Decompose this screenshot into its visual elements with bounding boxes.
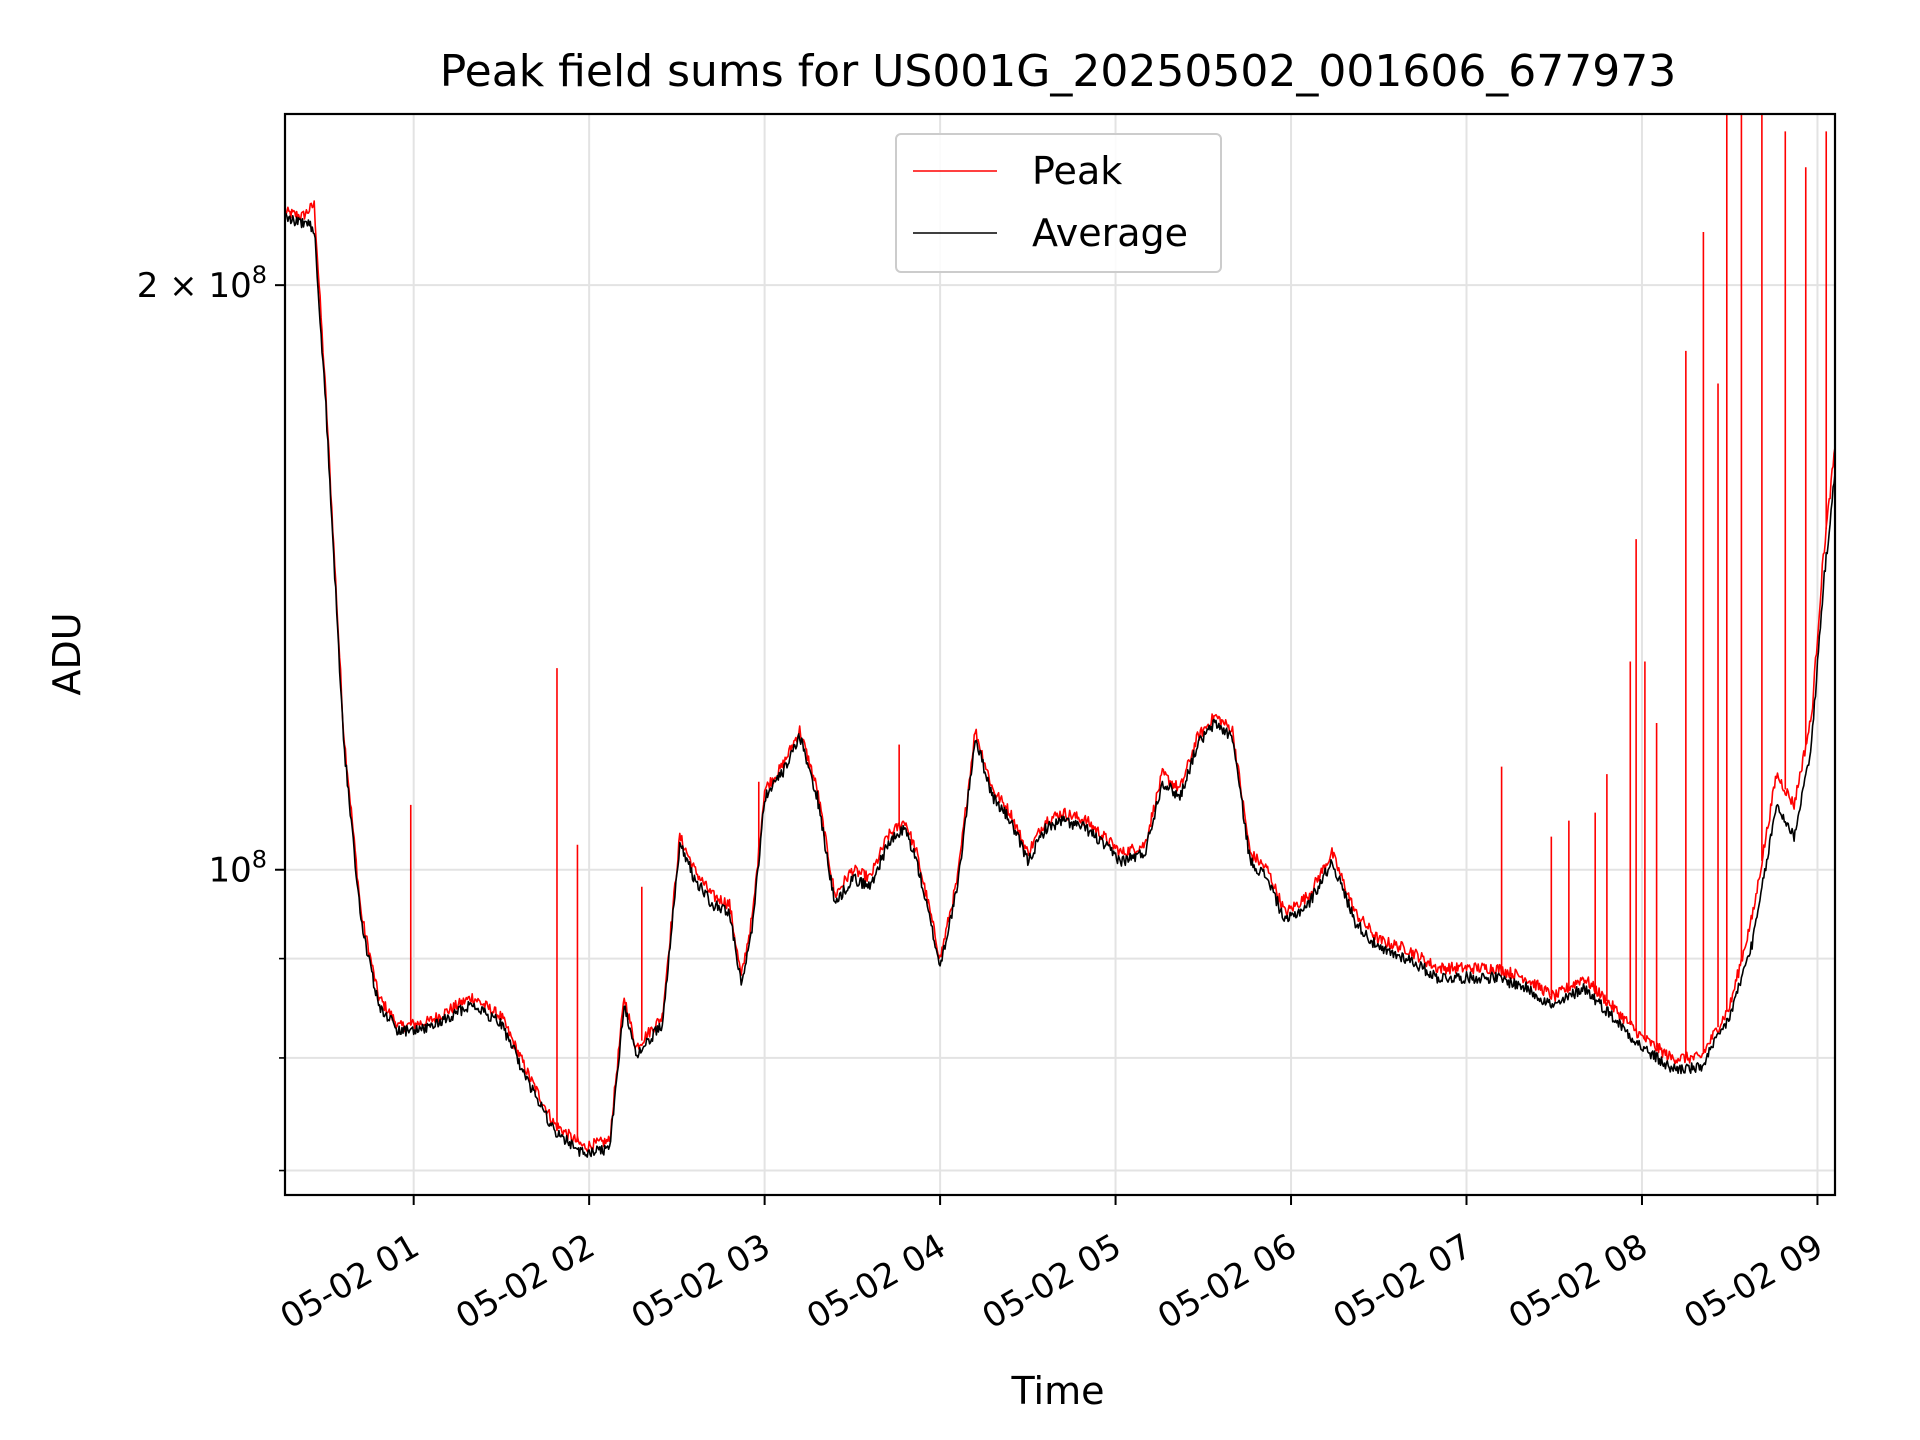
- peak-series-line: [284, 200, 1836, 1152]
- legend-box: [895, 133, 1222, 273]
- x-axis-label: Time: [1011, 1369, 1105, 1413]
- average-series-line: [284, 212, 1836, 1158]
- grid: [285, 114, 1835, 1195]
- plot-area: [284, 114, 1836, 1158]
- legend-label-peak: Peak: [1032, 149, 1122, 193]
- plot-frame: [283, 112, 1837, 1197]
- y-tick-label: 2 × 108: [137, 261, 267, 306]
- legend: Peak Average: [895, 133, 1222, 273]
- chart-title: Peak field sums for US001G_20250502_0016…: [440, 46, 1677, 97]
- legend-label-average: Average: [1032, 211, 1188, 255]
- y-axis-label: ADU: [45, 612, 89, 695]
